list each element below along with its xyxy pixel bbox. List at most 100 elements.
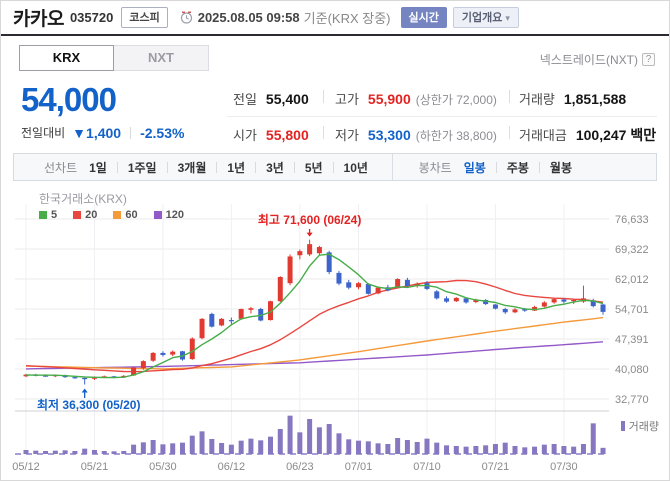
ma-swatch-icon xyxy=(153,211,162,219)
candle-body xyxy=(72,377,78,379)
y-axis-label: 69,322 xyxy=(615,244,649,256)
divider xyxy=(509,90,510,103)
divider xyxy=(216,161,218,173)
candle-body xyxy=(287,256,293,284)
prev-close-value: 55,400 xyxy=(265,91,309,107)
current-price: 54,000 xyxy=(21,81,117,118)
volume-swatch-icon xyxy=(620,421,625,431)
volume-bar xyxy=(160,444,166,454)
exchange-label: 한국거래소(KRX) xyxy=(39,192,127,206)
exchange-tabs: KRX NXT xyxy=(19,45,209,71)
candle-body xyxy=(492,304,498,309)
period-button-10년[interactable]: 10년 xyxy=(343,160,368,175)
low-value: 53,300 xyxy=(367,127,411,143)
candlestick-chart-canvas: 76,633 69,322 62,012 54,701 47,391 40,080 32,7… xyxy=(12,204,649,473)
volume-bar xyxy=(532,446,538,454)
volume-bar xyxy=(473,446,479,454)
candle-chart-group: 봉차트 일봉 주봉 월봉 xyxy=(391,154,656,180)
y-axis-label: 54,701 xyxy=(615,304,649,316)
realtime-button[interactable]: 실시간 xyxy=(400,7,447,28)
candle-body xyxy=(434,291,440,299)
candle-body xyxy=(571,299,577,302)
candle-body xyxy=(307,244,313,255)
x-axis-label: 06/23 xyxy=(286,461,314,473)
volume-bar xyxy=(189,435,195,454)
candle-body xyxy=(522,309,528,311)
open-value: 55,800 xyxy=(265,127,309,143)
candle-body xyxy=(532,306,538,311)
ma120-line xyxy=(25,341,604,370)
divider xyxy=(255,161,257,173)
candle-body xyxy=(600,304,606,312)
period-button-일봉[interactable]: 일봉 xyxy=(463,160,486,175)
low-annotation-label: 최저 36,300 (05/20) xyxy=(37,397,140,412)
period-button-1주일[interactable]: 1주일 xyxy=(127,160,157,175)
candle-body xyxy=(199,318,205,339)
stock-name: 카카오 xyxy=(13,9,64,30)
candle-body xyxy=(551,299,557,303)
candle-body xyxy=(268,301,273,321)
volume-bar xyxy=(219,443,225,454)
candle-body xyxy=(541,302,547,307)
x-axis-label: 07/01 xyxy=(345,461,373,473)
period-button-월봉[interactable]: 월봉 xyxy=(549,160,572,175)
y-axis-label: 76,633 xyxy=(615,214,649,226)
period-button-3년[interactable]: 3년 xyxy=(266,160,284,175)
quote-datetime-basis: 기준(KRX 장중) xyxy=(303,11,391,26)
candle-body xyxy=(512,309,518,313)
candle-body xyxy=(453,297,459,302)
lower-limit: (하한가 38,800) xyxy=(415,129,497,143)
period-button-1년[interactable]: 1년 xyxy=(227,160,246,175)
volume-bar xyxy=(551,444,557,454)
price-chart: 76,633 69,322 62,012 54,701 47,391 40,080 32,7… xyxy=(1,186,669,480)
high-value: 55,900 xyxy=(367,91,411,107)
open-cell: 시가 55,800 xyxy=(233,127,309,143)
volume-bar xyxy=(179,442,185,454)
period-button-5년[interactable]: 5년 xyxy=(304,160,323,175)
volume-bar xyxy=(444,445,450,454)
divider xyxy=(116,161,118,173)
volume-bar xyxy=(600,447,606,454)
company-overview-button[interactable]: 기업개요 ▾ xyxy=(452,7,519,28)
ma-swatch-icon xyxy=(39,211,47,219)
candle-body xyxy=(150,352,156,361)
candle-body xyxy=(82,377,88,380)
volume-bar xyxy=(101,451,107,454)
tab-krx[interactable]: KRX xyxy=(19,45,114,71)
y-axis-label: 47,391 xyxy=(615,334,649,346)
help-icon[interactable]: ? xyxy=(642,53,655,66)
amount-cell: 거래대금 100,247 백만 xyxy=(519,127,657,143)
candle-body xyxy=(238,309,244,319)
stock-code: 035720 xyxy=(69,10,114,25)
price-change: 전일대비 ▼1,400 -2.53% xyxy=(21,124,184,141)
y-axis-label: 32,770 xyxy=(615,394,649,406)
candle-body xyxy=(277,276,283,302)
period-button-3개월[interactable]: 3개월 xyxy=(177,160,207,175)
ma-swatch-icon xyxy=(73,211,82,219)
nxt-note: 넥스트레이드(NXT) ? xyxy=(540,51,655,68)
candle-body xyxy=(228,320,234,322)
prev-close-cell: 전일 55,400 xyxy=(233,91,309,107)
divider xyxy=(166,161,168,173)
tab-nxt[interactable]: NXT xyxy=(114,45,209,71)
volume-bar xyxy=(277,429,283,454)
candle-body xyxy=(209,313,215,327)
line-chart-group: 선차트 1일 1주일 3개월 1년 3년 5년 10년 xyxy=(14,154,392,180)
volume-bar xyxy=(140,442,146,454)
candle-body xyxy=(395,279,401,288)
candle-body xyxy=(483,299,489,305)
candle-body xyxy=(463,298,469,303)
ma-legend: 5 20 60 120 xyxy=(39,209,200,221)
candle-body xyxy=(248,308,254,310)
candle-body xyxy=(561,299,567,302)
candle-body xyxy=(336,272,342,284)
volume-bar xyxy=(258,440,264,454)
ma20-line xyxy=(25,279,604,373)
y-axis-label: 40,080 xyxy=(615,364,649,376)
candle-body xyxy=(346,282,352,288)
divider xyxy=(509,126,510,139)
period-button-1일[interactable]: 1일 xyxy=(89,160,107,175)
period-button-주봉[interactable]: 주봉 xyxy=(506,160,529,175)
volume-bar xyxy=(395,438,401,454)
volume-bar xyxy=(307,419,313,454)
